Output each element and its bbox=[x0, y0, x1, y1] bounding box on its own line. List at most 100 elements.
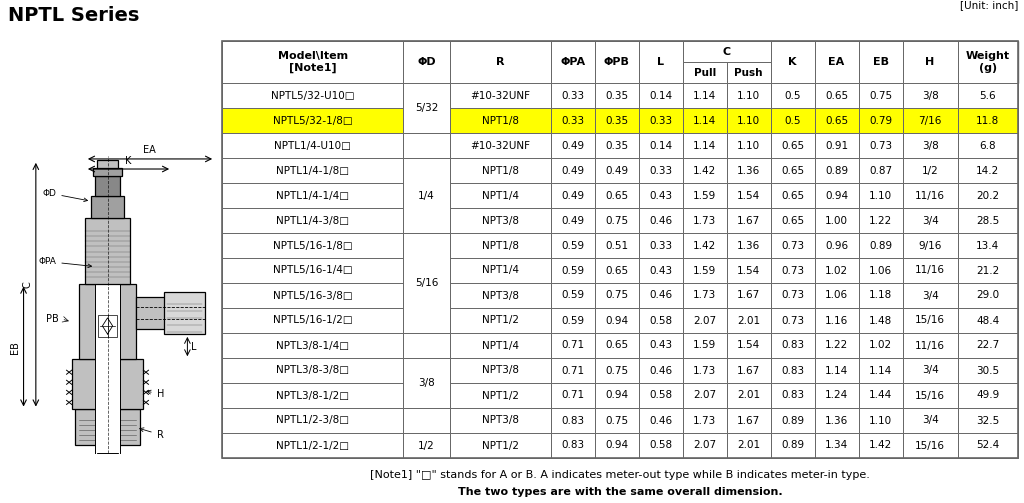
Text: NPTL3/8-3/8□: NPTL3/8-3/8□ bbox=[276, 366, 349, 376]
Bar bbox=[727, 308, 771, 333]
Text: 2.07: 2.07 bbox=[693, 315, 716, 325]
Bar bbox=[957, 258, 1018, 283]
Bar bbox=[727, 183, 771, 208]
Bar bbox=[815, 133, 858, 158]
Bar bbox=[450, 41, 551, 83]
Text: 7/16: 7/16 bbox=[919, 116, 942, 126]
Text: 1.54: 1.54 bbox=[737, 191, 760, 201]
Text: NPT1/8: NPT1/8 bbox=[481, 240, 519, 250]
Text: 1.44: 1.44 bbox=[869, 390, 892, 400]
Bar bbox=[727, 358, 771, 383]
Text: 0.94: 0.94 bbox=[825, 191, 848, 201]
Bar bbox=[957, 208, 1018, 233]
Text: NPTL1/2-1/2□: NPTL1/2-1/2□ bbox=[276, 441, 349, 451]
Bar bbox=[551, 183, 595, 208]
Text: 1.10: 1.10 bbox=[737, 140, 760, 150]
Text: 1/4: 1/4 bbox=[418, 191, 435, 201]
Bar bbox=[902, 383, 957, 408]
Bar bbox=[957, 158, 1018, 183]
Text: 1.14: 1.14 bbox=[869, 366, 892, 376]
Text: NPTL5/32-1/8□: NPTL5/32-1/8□ bbox=[272, 116, 352, 126]
Bar bbox=[683, 208, 727, 233]
Bar bbox=[551, 83, 595, 108]
Bar bbox=[683, 408, 727, 433]
Text: 1.14: 1.14 bbox=[693, 91, 716, 101]
Bar bbox=[858, 383, 902, 408]
Text: 1.24: 1.24 bbox=[825, 390, 848, 400]
Bar bbox=[858, 133, 902, 158]
Text: [Note1] "□" stands for A or B. A indicates meter-out type while B indicates mete: [Note1] "□" stands for A or B. A indicat… bbox=[370, 470, 870, 480]
Bar bbox=[902, 83, 957, 108]
Bar bbox=[771, 158, 815, 183]
Bar bbox=[683, 83, 727, 108]
Text: 15/16: 15/16 bbox=[915, 441, 945, 451]
Text: 1.10: 1.10 bbox=[869, 415, 892, 426]
Text: NPT1/4: NPT1/4 bbox=[481, 266, 519, 276]
Text: 1.06: 1.06 bbox=[825, 291, 848, 300]
Text: 2.07: 2.07 bbox=[693, 441, 716, 451]
Text: 1.42: 1.42 bbox=[693, 165, 716, 176]
Bar bbox=[222, 183, 403, 208]
Text: 13.4: 13.4 bbox=[976, 240, 999, 250]
Bar bbox=[91, 196, 124, 218]
Text: 0.73: 0.73 bbox=[869, 140, 892, 150]
Text: 1.16: 1.16 bbox=[825, 315, 848, 325]
Bar bbox=[639, 83, 683, 108]
Bar bbox=[771, 183, 815, 208]
Text: 1.06: 1.06 bbox=[869, 266, 892, 276]
Text: 0.46: 0.46 bbox=[649, 366, 672, 376]
Text: 0.94: 0.94 bbox=[605, 390, 629, 400]
Text: 1.59: 1.59 bbox=[693, 191, 716, 201]
Bar bbox=[771, 283, 815, 308]
Text: 1.73: 1.73 bbox=[693, 415, 716, 426]
Bar bbox=[595, 158, 639, 183]
Bar bbox=[771, 233, 815, 258]
Bar bbox=[551, 333, 595, 358]
Text: 0.43: 0.43 bbox=[649, 266, 672, 276]
Bar bbox=[639, 133, 683, 158]
Text: 0.75: 0.75 bbox=[605, 215, 629, 225]
Text: 5.6: 5.6 bbox=[979, 91, 996, 101]
Bar bbox=[727, 208, 771, 233]
Bar bbox=[771, 433, 815, 458]
Text: 20.2: 20.2 bbox=[976, 191, 999, 201]
Text: 1.36: 1.36 bbox=[825, 415, 848, 426]
Text: NPT1/2: NPT1/2 bbox=[481, 441, 519, 451]
Text: R: R bbox=[496, 57, 505, 67]
Bar bbox=[595, 408, 639, 433]
Bar bbox=[727, 133, 771, 158]
Text: NPTL3/8-1/4□: NPTL3/8-1/4□ bbox=[276, 341, 349, 351]
Bar bbox=[98, 315, 117, 337]
Bar bbox=[727, 433, 771, 458]
Bar bbox=[639, 283, 683, 308]
Text: NPT1/2: NPT1/2 bbox=[481, 315, 519, 325]
Bar bbox=[902, 233, 957, 258]
Text: 14.2: 14.2 bbox=[976, 165, 999, 176]
Bar bbox=[902, 258, 957, 283]
Bar bbox=[815, 158, 858, 183]
Text: NPTL1/4-3/8□: NPTL1/4-3/8□ bbox=[276, 215, 349, 225]
Text: 0.33: 0.33 bbox=[649, 116, 672, 126]
Bar bbox=[222, 158, 403, 183]
Bar bbox=[222, 308, 1018, 333]
Bar bbox=[450, 283, 551, 308]
Bar bbox=[815, 208, 858, 233]
Bar bbox=[222, 283, 403, 308]
Bar bbox=[222, 333, 403, 358]
Bar bbox=[595, 41, 639, 83]
Bar bbox=[683, 358, 727, 383]
Text: Pull: Pull bbox=[693, 67, 716, 77]
Text: #10-32UNF: #10-32UNF bbox=[470, 140, 530, 150]
Text: 1.67: 1.67 bbox=[737, 415, 760, 426]
Bar bbox=[551, 283, 595, 308]
Text: 0.87: 0.87 bbox=[869, 165, 892, 176]
Bar bbox=[683, 233, 727, 258]
Bar bbox=[902, 358, 957, 383]
Bar bbox=[957, 283, 1018, 308]
Text: L: L bbox=[657, 57, 665, 67]
Text: 1.34: 1.34 bbox=[825, 441, 848, 451]
Text: 0.59: 0.59 bbox=[561, 291, 585, 300]
Bar bbox=[450, 183, 551, 208]
Text: 2.01: 2.01 bbox=[737, 390, 760, 400]
Bar bbox=[79, 284, 136, 359]
